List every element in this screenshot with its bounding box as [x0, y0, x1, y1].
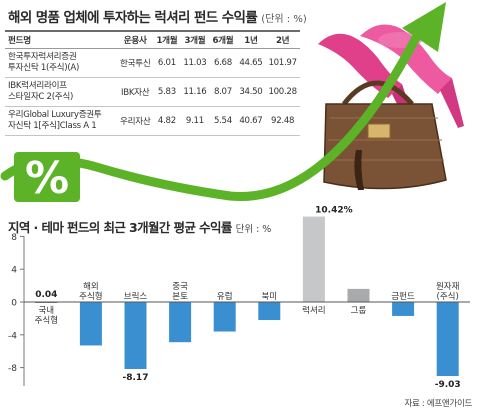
chart-title: 지역 · 테마 펀드의 최근 3개월간 평균 수익률 단위 : % [8, 220, 272, 235]
bar [213, 302, 236, 332]
table-header-row: 펀드명 운용사 1개월 3개월 6개월 1년 2년 [5, 30, 300, 49]
header-1m: 1개월 [153, 30, 181, 49]
bar [392, 302, 415, 316]
category-label: 본토 [172, 292, 188, 302]
return-1y: 40.67 [236, 106, 266, 136]
return-1m: 6.01 [153, 48, 181, 78]
header-3m: 3개월 [180, 30, 210, 49]
return-6m: 6.68 [209, 48, 237, 78]
y-tick-label: -8 [8, 364, 17, 374]
category-label: 국내 [38, 306, 54, 316]
category-label: 브릭스 [124, 291, 148, 302]
header-company: 운용사 [117, 30, 154, 49]
fund-company: 우리자산 [117, 106, 154, 136]
fund-company: 한국투신 [117, 48, 154, 78]
table-unit: (단위 : %) [261, 14, 307, 25]
fund-name: 우리Global Luxury증권투 자신탁 1[주식]Class A 1 [5, 106, 117, 136]
return-3m: 9.11 [180, 106, 210, 136]
return-1y: 34.50 [236, 77, 266, 107]
category-label: (주식) [437, 292, 459, 302]
table-row: 한국투자럭셔리증권 투자신탁 1(주식)(A) 한국투신 6.01 11.03 6… [5, 48, 300, 78]
bar [124, 302, 147, 369]
return-3m: 11.16 [180, 77, 210, 107]
return-6m: 8.07 [209, 77, 237, 107]
y-tick-label: 4 [11, 266, 17, 276]
return-1y: 44.65 [236, 48, 266, 78]
category-label: 주식형 [79, 292, 102, 302]
header-fund-name: 펀드명 [5, 30, 117, 49]
percent-badge: % [14, 152, 80, 204]
data-label: 0.04 [35, 290, 57, 300]
category-label: 럭셔리 [302, 305, 325, 316]
category-label: 금펀드 [391, 292, 415, 302]
data-label: -8.17 [123, 373, 149, 383]
return-2y: 92.48 [265, 106, 300, 136]
bar [436, 302, 459, 377]
bar [347, 288, 370, 302]
category-label: 북미 [261, 292, 277, 302]
header-6m: 6개월 [209, 30, 237, 49]
bar [169, 302, 192, 343]
fund-company: IBK자산 [117, 77, 154, 107]
category-label: 그룹 [351, 306, 367, 316]
table-row: IBK럭셔리라이프 스타일자C 2(주식) IBK자산 5.83 11.16 8.… [5, 77, 300, 107]
return-6m: 5.54 [209, 106, 237, 136]
data-label: -9.03 [435, 380, 461, 390]
fund-name: 한국투자럭셔리증권 투자신탁 1(주식)(A) [5, 48, 117, 78]
return-1m: 4.82 [153, 106, 181, 136]
header-2y: 2년 [265, 30, 300, 49]
table-title: 해외 명품 업체에 투자하는 럭셔리 펀드 수익률 (단위 : %) [8, 10, 307, 26]
y-tick-label: -4 [8, 331, 17, 341]
header-1y: 1년 [236, 30, 266, 49]
percent-symbol: % [25, 153, 69, 204]
return-1m: 5.83 [153, 77, 181, 107]
return-2y: 101.97 [265, 48, 300, 78]
return-3m: 11.03 [180, 48, 210, 78]
source-note: 자료 : 에프앤가이드 [404, 399, 472, 409]
return-2y: 100.28 [265, 77, 300, 107]
bar [302, 216, 325, 302]
category-label: 원자재 [436, 282, 459, 292]
fund-name: IBK럭셔리라이프 스타일자C 2(주식) [5, 77, 117, 107]
category-label: 유럽 [217, 292, 233, 302]
luxury-fund-table: 펀드명 운용사 1개월 3개월 6개월 1년 2년 한국투자럭셔리증권 투자신탁 … [5, 30, 300, 136]
category-label: 중국 [172, 282, 188, 292]
table-row: 우리Global Luxury증권투 자신탁 1[주식]Class A 1 우리자… [5, 106, 300, 136]
y-tick-label: 8 [11, 233, 17, 243]
y-tick-label: 0 [11, 299, 17, 309]
bar [79, 302, 102, 346]
bar [258, 302, 281, 321]
category-label: 해외 [83, 281, 99, 292]
data-label: 10.42% [315, 206, 353, 216]
category-label: 주식형 [35, 316, 58, 326]
chart-unit: 단위 : % [235, 224, 272, 235]
